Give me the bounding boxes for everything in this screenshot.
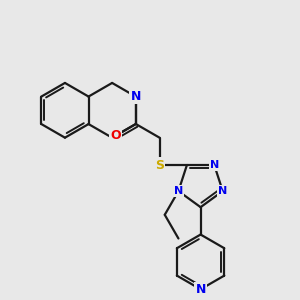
Text: N: N bbox=[210, 160, 219, 170]
Text: N: N bbox=[130, 90, 141, 103]
Text: N: N bbox=[195, 283, 206, 296]
Text: N: N bbox=[174, 186, 183, 196]
Text: S: S bbox=[155, 159, 164, 172]
Text: N: N bbox=[218, 186, 227, 196]
Text: O: O bbox=[110, 129, 121, 142]
